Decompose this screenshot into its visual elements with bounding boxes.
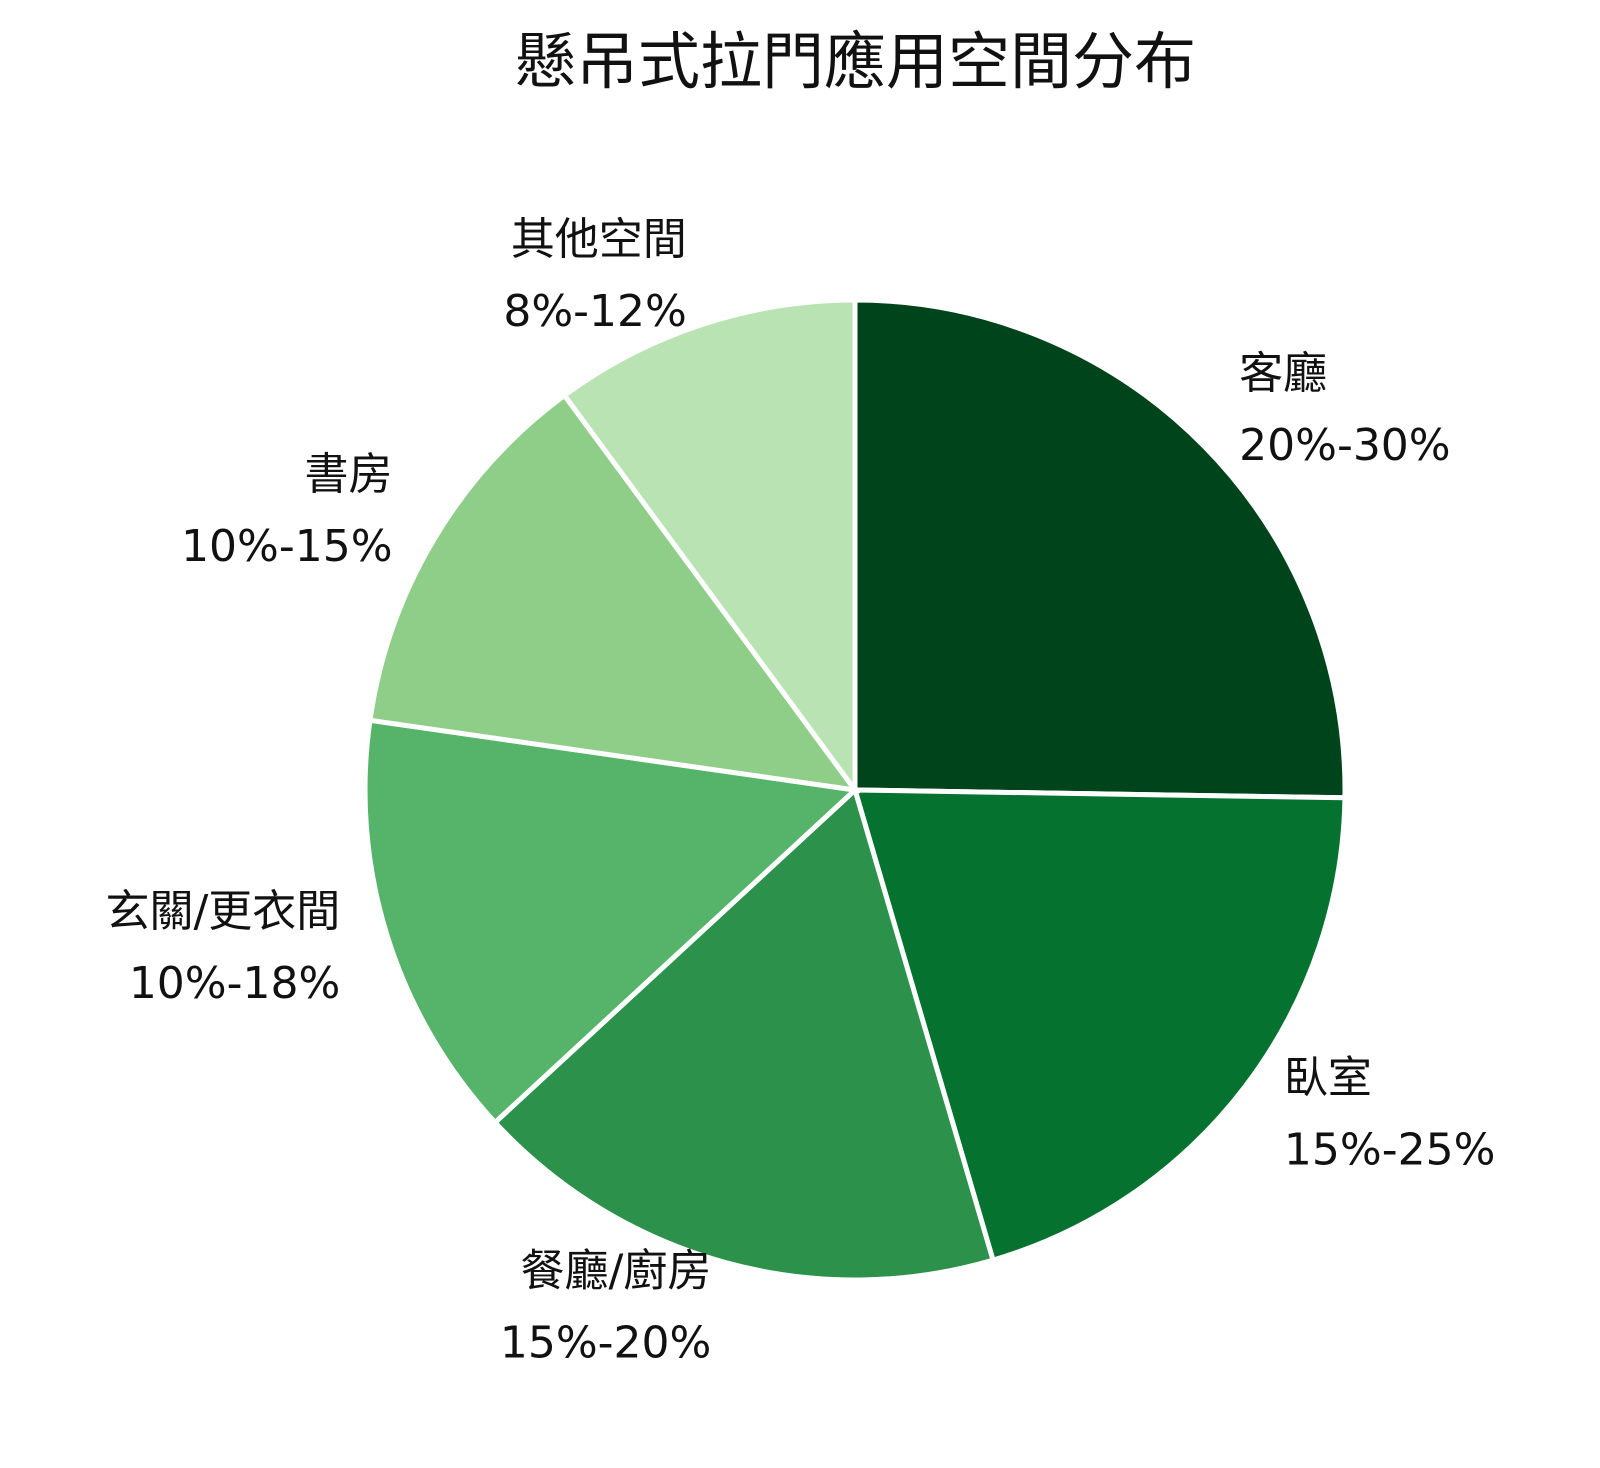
slice-label: 書房: [305, 449, 393, 500]
slice-label: 臥室: [1284, 1052, 1372, 1103]
pie-slice: [852, 297, 1348, 801]
slice-label: 客廳: [1239, 348, 1327, 399]
pie-slice: [362, 717, 861, 1127]
pie-slice: [491, 785, 997, 1283]
slice-value-label: 8%-12%: [503, 286, 686, 337]
slice-value-label: 10%-15%: [181, 521, 392, 572]
slice-value-label: 20%-30%: [1239, 420, 1450, 471]
pie-slice: [560, 297, 858, 798]
pie-slice: [367, 391, 861, 794]
slice-value-label: 15%-20%: [500, 1318, 711, 1369]
slice-label: 其他空間: [511, 214, 687, 265]
slice-value-label: 15%-25%: [1284, 1124, 1495, 1175]
slice-value-label: 10%-18%: [129, 958, 340, 1009]
slice-label: 餐廳/廚房: [521, 1246, 712, 1297]
pie-slice: [851, 787, 1348, 1264]
chart-title: 懸吊式拉門應用空間分布: [514, 25, 1196, 98]
slice-label: 玄關/更衣間: [105, 886, 340, 937]
